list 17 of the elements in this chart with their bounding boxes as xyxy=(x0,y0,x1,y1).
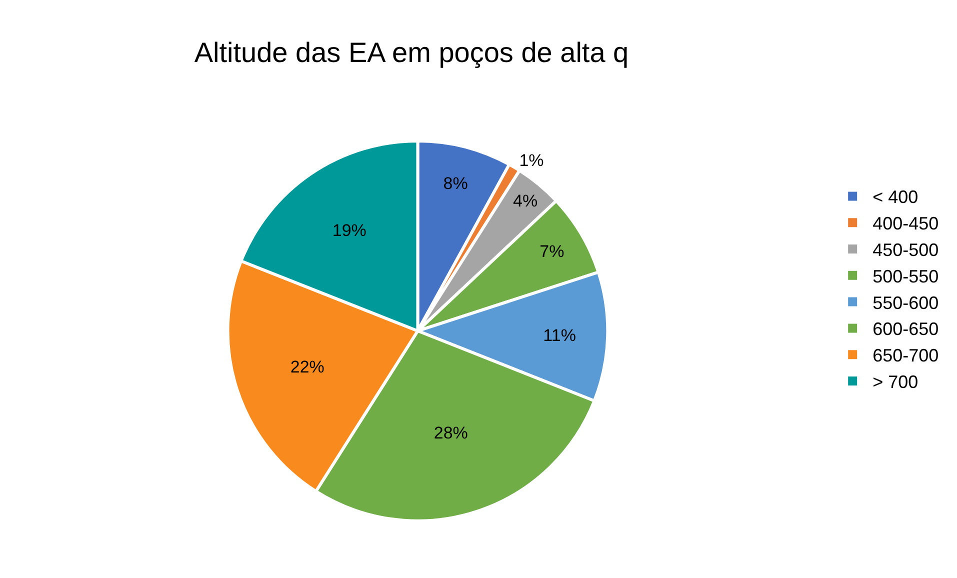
data-label: 7% xyxy=(540,242,564,262)
data-label: 1% xyxy=(519,150,544,170)
data-label: 19% xyxy=(332,220,366,240)
legend-label: 450-500 xyxy=(872,240,939,260)
legend-label: 650-700 xyxy=(872,346,939,366)
legend-label: 500-550 xyxy=(872,266,939,286)
data-label: 8% xyxy=(443,174,468,194)
data-label: 4% xyxy=(513,191,538,210)
legend-label: 400-450 xyxy=(872,214,939,234)
legend-label: > 700 xyxy=(872,372,918,392)
legend-label: 600-650 xyxy=(872,319,939,340)
legend-label: 550-600 xyxy=(872,292,939,313)
data-label: 22% xyxy=(290,357,324,376)
chart-title: Altitude das EA em poços de alta q xyxy=(194,36,629,68)
data-label: 11% xyxy=(543,326,576,345)
data-label: 28% xyxy=(434,423,468,442)
legend-label: < 400 xyxy=(872,187,918,208)
